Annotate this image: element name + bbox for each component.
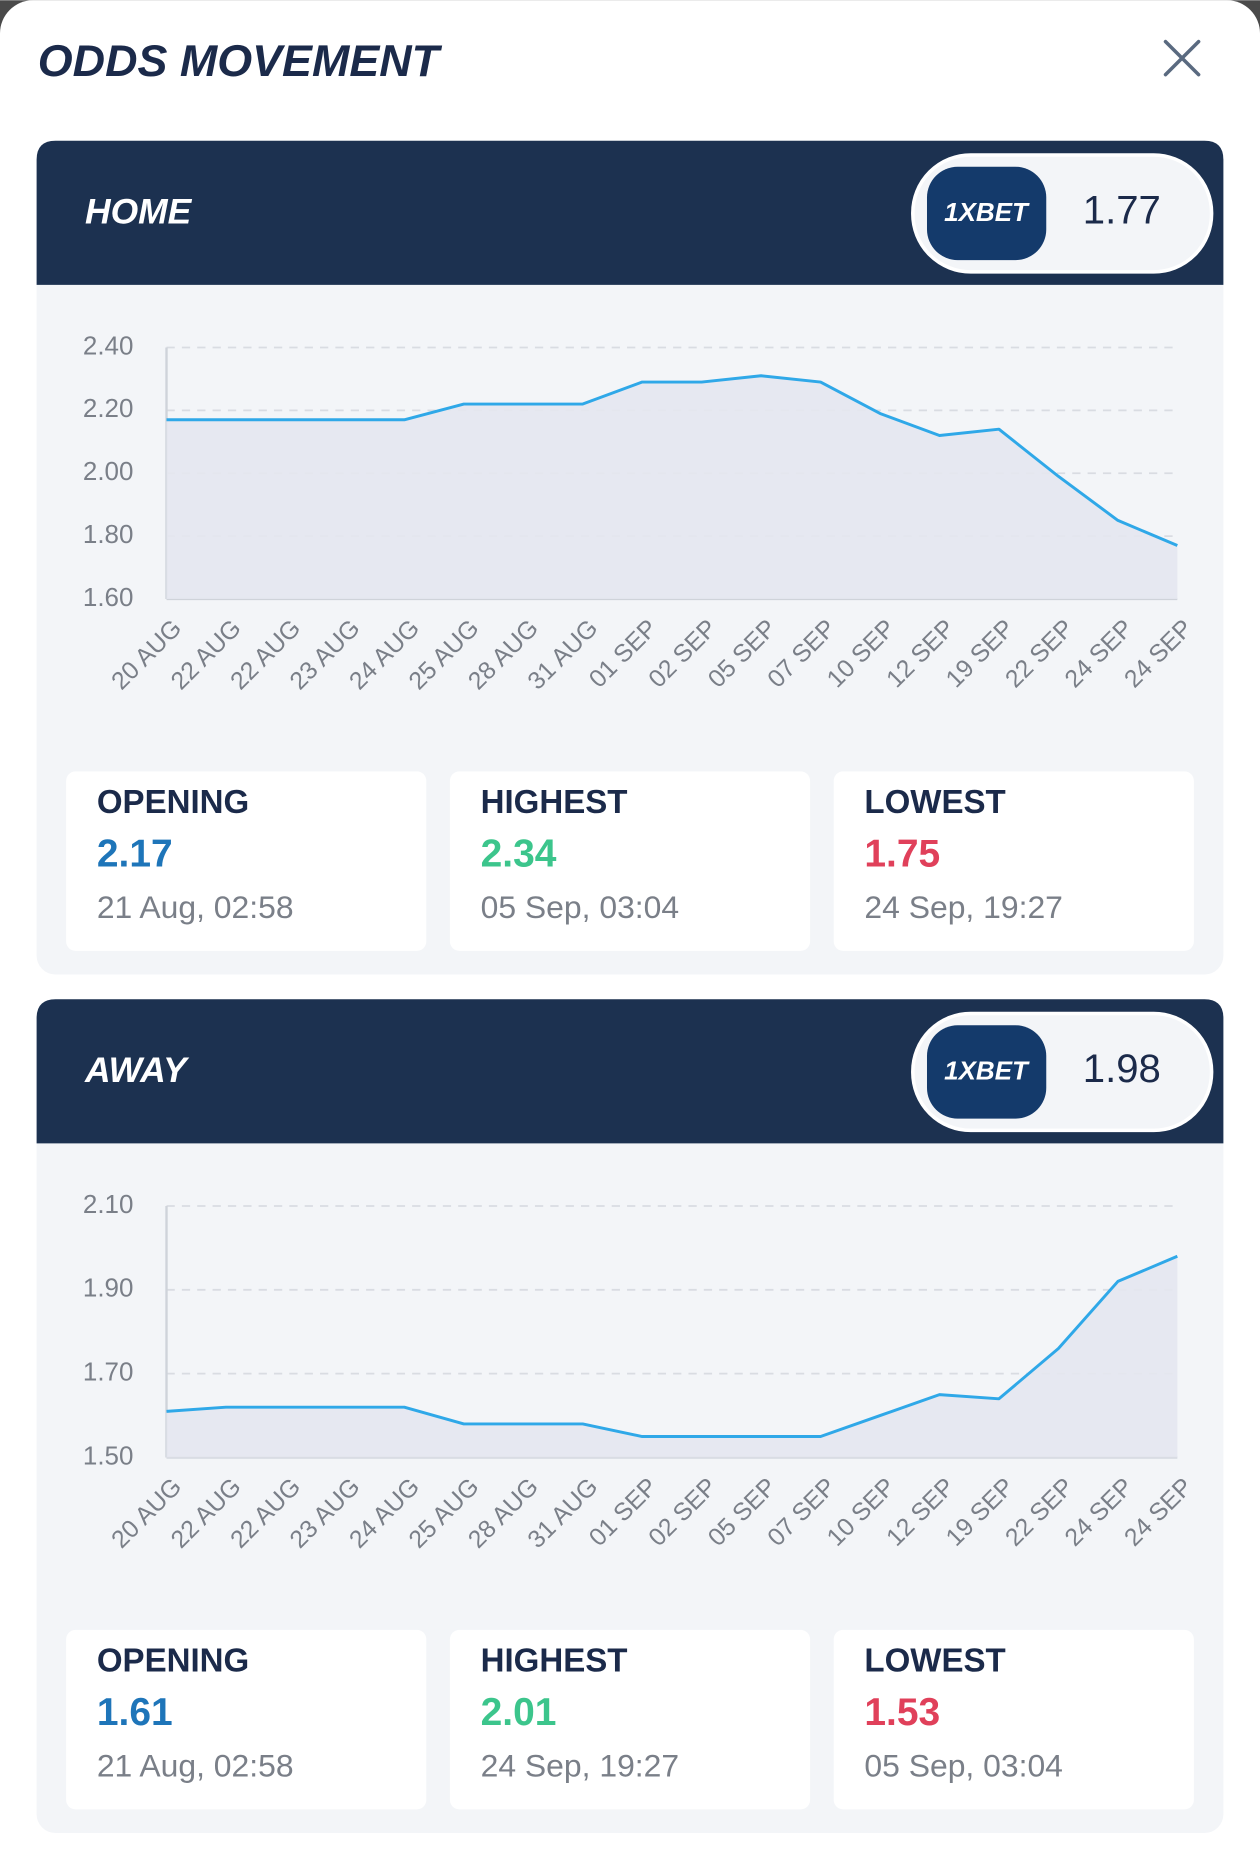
stat-value: 1.53 — [864, 1691, 940, 1734]
stat-time: 05 Sep, 03:04 — [481, 889, 680, 925]
stat-label: HIGHEST — [481, 784, 628, 821]
stat-card — [833, 1629, 1194, 1810]
stat-time: 24 Sep, 19:27 — [864, 889, 1063, 925]
y-tick-label: 1.60 — [83, 582, 134, 612]
panel — [36, 999, 1224, 1834]
stat-card — [449, 1629, 811, 1810]
stat-time: 21 Aug, 02:58 — [97, 1747, 294, 1783]
title: ODDS MOVEMENT — [38, 35, 443, 86]
bookmaker-logo — [926, 1025, 1047, 1119]
y-tick-label: 2.10 — [83, 1189, 134, 1219]
y-tick-label: 1.50 — [83, 1440, 134, 1470]
stat-card — [66, 771, 427, 951]
stat-label: HIGHEST — [481, 1643, 628, 1680]
y-tick-label: 2.40 — [83, 330, 134, 360]
line — [166, 374, 1178, 547]
stat-card — [833, 771, 1194, 951]
panel-name: HOME — [85, 191, 193, 231]
stat-card — [449, 771, 811, 951]
bookmaker-name: 1XBET — [944, 1055, 1030, 1085]
panel-name: AWAY — [84, 1050, 190, 1090]
odds-value: 1.98 — [1083, 1046, 1161, 1091]
y-tick-label: 1.70 — [83, 1357, 134, 1387]
stat-label: OPENING — [97, 1643, 249, 1680]
stat-time: 05 Sep, 03:04 — [864, 1747, 1063, 1783]
stat-label: OPENING — [97, 784, 249, 821]
line — [166, 1254, 1178, 1439]
stat-value: 1.61 — [97, 1691, 173, 1734]
y-tick-label: 1.80 — [83, 519, 134, 549]
y-tick-label: 1.90 — [83, 1273, 134, 1303]
stat-value: 2.01 — [481, 1691, 557, 1734]
stat-value: 2.17 — [97, 833, 173, 876]
close-button[interactable] — [1163, 39, 1201, 77]
stat-time: 21 Aug, 02:58 — [97, 889, 294, 925]
stat-label: LOWEST — [864, 1643, 1005, 1680]
stat-card — [66, 1629, 427, 1810]
close-icon-stroke — [1163, 39, 1201, 77]
stat-value: 1.75 — [864, 833, 940, 876]
stat-label: LOWEST — [864, 784, 1005, 821]
stat-time: 24 Sep, 19:27 — [481, 1747, 680, 1783]
bookmaker-name: 1XBET — [944, 197, 1030, 227]
odds-value: 1.77 — [1083, 187, 1161, 232]
y-tick-label: 2.20 — [83, 393, 134, 423]
y-tick-label: 2.00 — [83, 456, 134, 486]
bookmaker-logo — [926, 166, 1047, 261]
stat-value: 2.34 — [481, 833, 557, 876]
area — [166, 1256, 1178, 1458]
